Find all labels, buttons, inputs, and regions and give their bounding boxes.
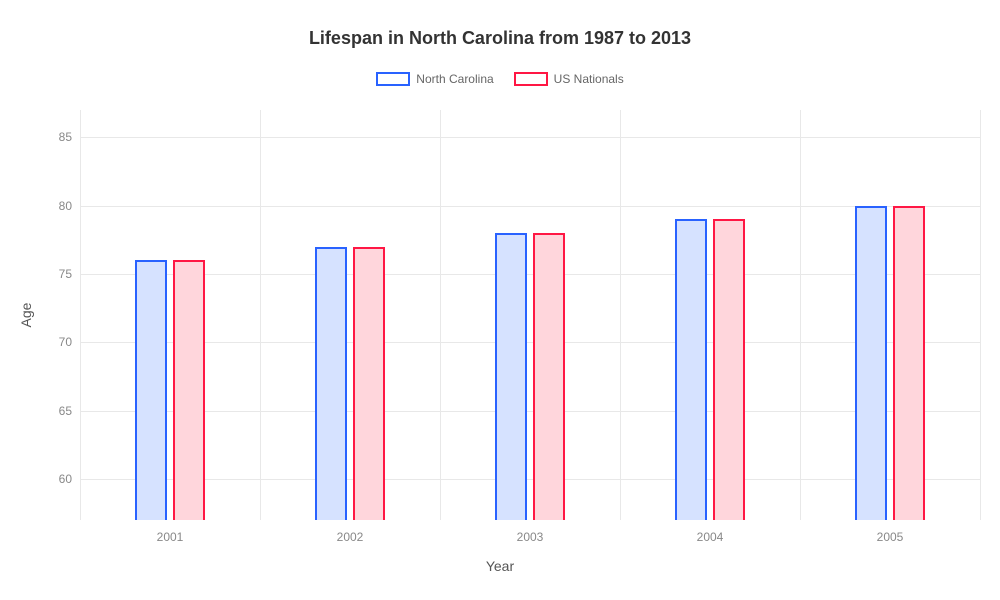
y-tick-label: 80 xyxy=(59,199,72,213)
chart-title: Lifespan in North Carolina from 1987 to … xyxy=(0,28,1000,49)
gridline-h xyxy=(80,206,980,207)
gridline-v xyxy=(980,110,981,520)
x-tick-label: 2004 xyxy=(697,530,724,544)
y-tick-label: 65 xyxy=(59,404,72,418)
legend-swatch-nc xyxy=(376,72,410,86)
chart-container: Lifespan in North Carolina from 1987 to … xyxy=(0,0,1000,600)
y-axis-title: Age xyxy=(18,303,34,328)
bar xyxy=(135,260,167,520)
gridline-v xyxy=(800,110,801,520)
plot-area: 60657075808520012002200320042005 xyxy=(80,110,980,520)
bar xyxy=(893,206,925,520)
gridline-v xyxy=(440,110,441,520)
y-tick-label: 70 xyxy=(59,335,72,349)
gridline-v xyxy=(260,110,261,520)
gridline-h xyxy=(80,137,980,138)
x-tick-label: 2005 xyxy=(877,530,904,544)
gridline-h xyxy=(80,342,980,343)
bar xyxy=(675,219,707,520)
bar xyxy=(353,247,385,520)
y-tick-label: 60 xyxy=(59,472,72,486)
legend-label-us: US Nationals xyxy=(554,72,624,86)
bar xyxy=(855,206,887,520)
bar xyxy=(533,233,565,520)
bar xyxy=(173,260,205,520)
x-tick-label: 2003 xyxy=(517,530,544,544)
bar xyxy=(495,233,527,520)
x-axis-title: Year xyxy=(0,558,1000,574)
gridline-h xyxy=(80,411,980,412)
bar xyxy=(713,219,745,520)
legend-swatch-us xyxy=(514,72,548,86)
x-tick-label: 2002 xyxy=(337,530,364,544)
gridline-v xyxy=(80,110,81,520)
bar xyxy=(315,247,347,520)
gridline-h xyxy=(80,479,980,480)
legend-item-us: US Nationals xyxy=(514,72,624,86)
legend: North Carolina US Nationals xyxy=(0,72,1000,86)
y-tick-label: 85 xyxy=(59,130,72,144)
x-tick-label: 2001 xyxy=(157,530,184,544)
y-tick-label: 75 xyxy=(59,267,72,281)
gridline-h xyxy=(80,274,980,275)
legend-item-nc: North Carolina xyxy=(376,72,493,86)
legend-label-nc: North Carolina xyxy=(416,72,493,86)
gridline-v xyxy=(620,110,621,520)
